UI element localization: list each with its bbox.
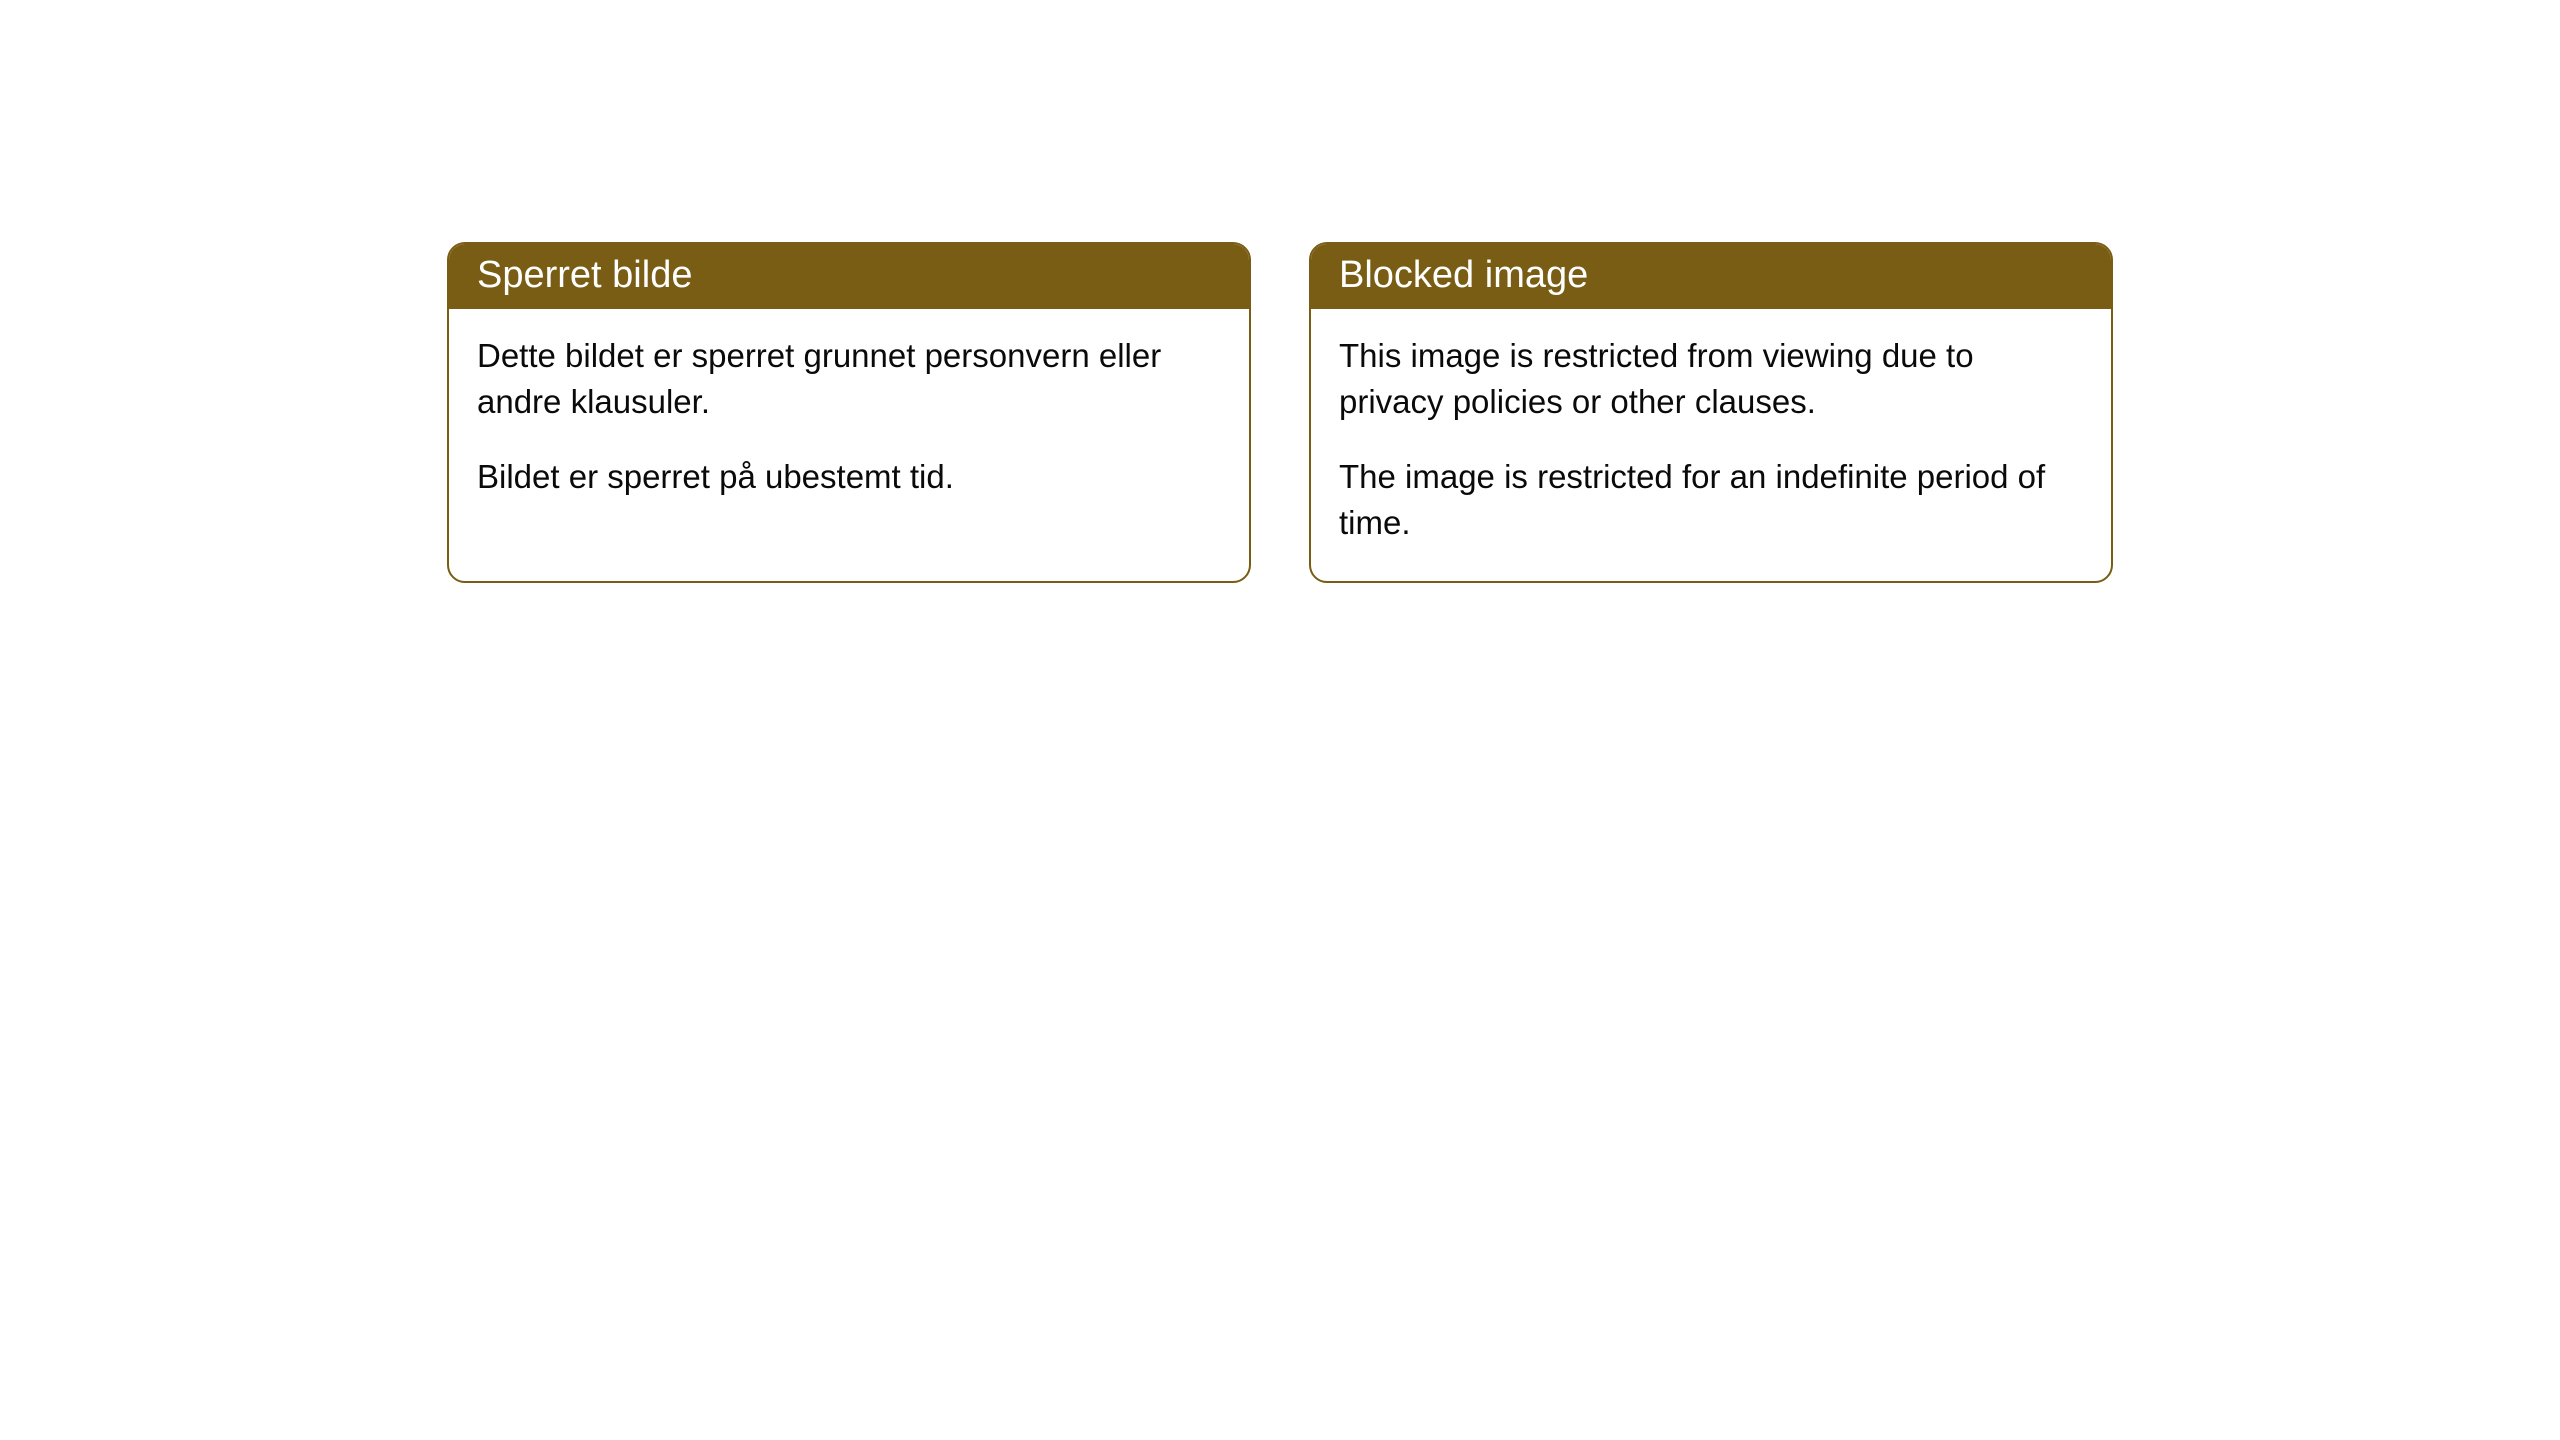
card-title: Blocked image xyxy=(1339,254,1588,296)
card-body: This image is restricted from viewing du… xyxy=(1311,309,2111,581)
card-norwegian: Sperret bilde Dette bildet er sperret gr… xyxy=(447,242,1251,583)
card-header: Sperret bilde xyxy=(449,244,1249,309)
card-paragraph-2: Bildet er sperret på ubestemt tid. xyxy=(477,454,1221,500)
cards-container: Sperret bilde Dette bildet er sperret gr… xyxy=(0,0,2560,583)
card-header: Blocked image xyxy=(1311,244,2111,309)
card-english: Blocked image This image is restricted f… xyxy=(1309,242,2113,583)
card-paragraph-1: Dette bildet er sperret grunnet personve… xyxy=(477,333,1221,424)
card-body: Dette bildet er sperret grunnet personve… xyxy=(449,309,1249,536)
card-paragraph-1: This image is restricted from viewing du… xyxy=(1339,333,2083,424)
card-paragraph-2: The image is restricted for an indefinit… xyxy=(1339,454,2083,545)
card-title: Sperret bilde xyxy=(477,254,692,296)
